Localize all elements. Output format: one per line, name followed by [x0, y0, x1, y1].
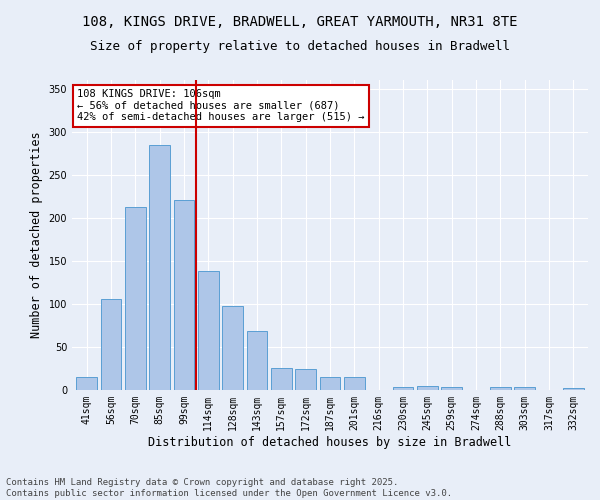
Bar: [125, 206, 146, 390]
Bar: [101, 298, 121, 390]
Bar: [295, 370, 316, 390]
Text: 108, KINGS DRIVE, BRADWELL, GREAT YARMOUTH, NR31 8TE: 108, KINGS DRIVE, BRADWELL, GREAT YARMOU…: [82, 15, 518, 29]
Bar: [344, 377, 365, 390]
Bar: [442, 388, 462, 390]
Bar: [149, 146, 170, 390]
Bar: [271, 368, 292, 390]
Bar: [417, 386, 438, 390]
X-axis label: Distribution of detached houses by size in Bradwell: Distribution of detached houses by size …: [148, 436, 512, 448]
Bar: [198, 271, 218, 390]
Text: 108 KINGS DRIVE: 106sqm
← 56% of detached houses are smaller (687)
42% of semi-d: 108 KINGS DRIVE: 106sqm ← 56% of detache…: [77, 90, 365, 122]
Text: Size of property relative to detached houses in Bradwell: Size of property relative to detached ho…: [90, 40, 510, 53]
Bar: [392, 388, 413, 390]
Bar: [76, 377, 97, 390]
Bar: [563, 388, 584, 390]
Y-axis label: Number of detached properties: Number of detached properties: [30, 132, 43, 338]
Bar: [320, 377, 340, 390]
Bar: [222, 306, 243, 390]
Bar: [173, 200, 194, 390]
Bar: [247, 332, 268, 390]
Bar: [490, 388, 511, 390]
Text: Contains HM Land Registry data © Crown copyright and database right 2025.
Contai: Contains HM Land Registry data © Crown c…: [6, 478, 452, 498]
Bar: [514, 388, 535, 390]
